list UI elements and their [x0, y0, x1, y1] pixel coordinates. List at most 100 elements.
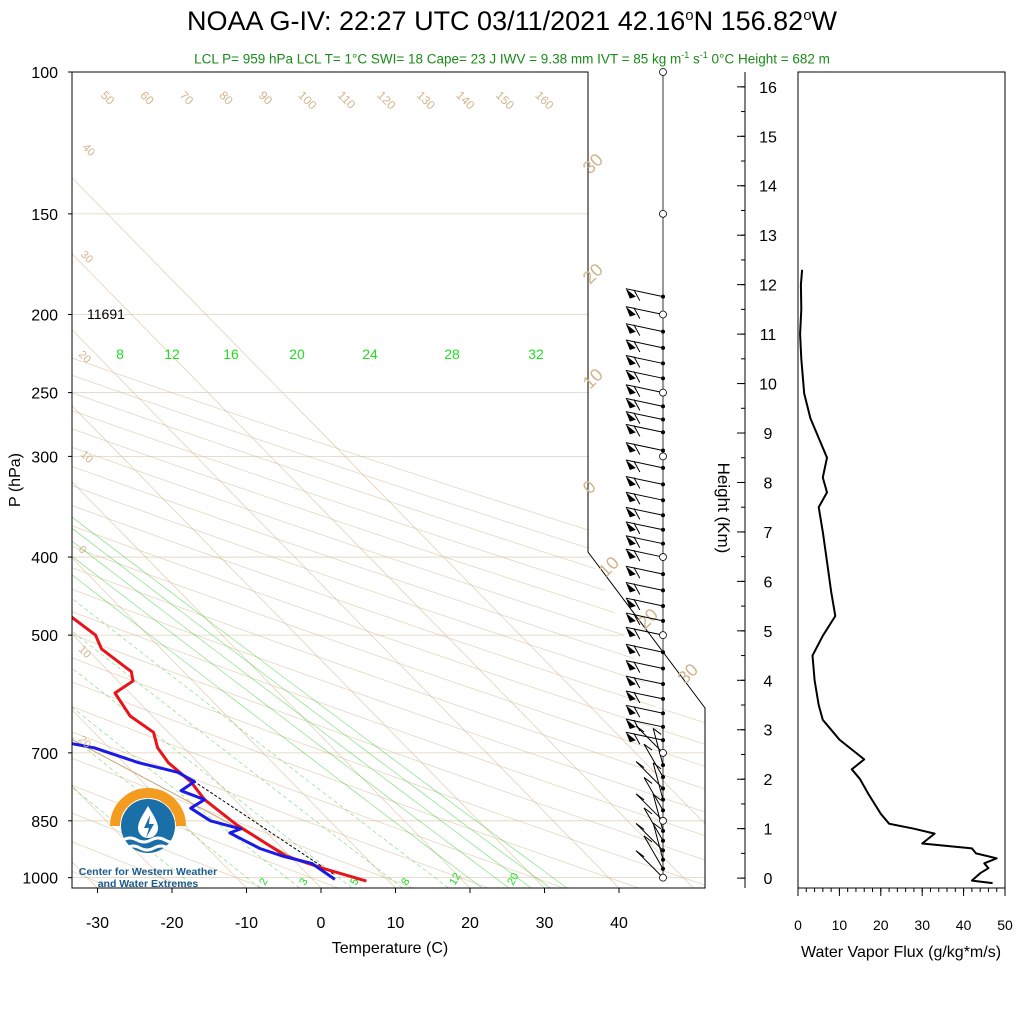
isotherm-label-left: 20	[76, 349, 93, 366]
dry-adiabat-label: 120	[374, 88, 398, 112]
flux-trace	[799, 269, 998, 885]
y-axis-label: P (hPa)	[7, 453, 24, 507]
height-axis-label: Height (Km)	[714, 463, 733, 554]
dry-adiabat-line	[72, 812, 264, 888]
barb-feather	[633, 425, 641, 437]
y-tick-label: 400	[31, 550, 58, 567]
flux-x-tick-label: 10	[832, 917, 848, 933]
mixing-ratio-label: 5	[348, 876, 361, 887]
barb-feather	[635, 761, 645, 769]
barb-level-circle	[659, 388, 667, 397]
barb-level-circle	[659, 310, 667, 319]
barb-pennant	[625, 627, 636, 638]
barb-feather	[633, 399, 641, 411]
barb-pennant	[625, 719, 636, 730]
dewpoint-trace	[72, 742, 336, 881]
barb-shaft	[625, 548, 664, 558]
flux-panel: 0 10 20 30 40 50 Water Vapor Flux (g/kg*m/s) 0 1…	[714, 71, 1013, 961]
barb-level-circle	[659, 68, 667, 76]
flux-x-tick-label: 0	[794, 917, 802, 933]
height-tick-label: 7	[764, 525, 773, 542]
barb-pennant	[625, 398, 636, 409]
barb-feather	[635, 850, 645, 858]
mixing-ratio-line	[72, 516, 568, 888]
dry-adiabat-label: 160	[532, 88, 556, 112]
barb-feather	[633, 460, 641, 473]
mixing-ratio-line	[72, 540, 532, 888]
dry-adiabat-line	[72, 757, 414, 888]
isotherm-line	[72, 329, 620, 888]
dry-adiabat-line	[72, 525, 705, 745]
barb-feather	[633, 598, 641, 611]
mixing-ratio-label: 8	[116, 346, 124, 362]
flux-frame	[797, 71, 1006, 889]
barb-feather	[633, 324, 641, 336]
barb-feather	[633, 661, 641, 673]
y-tick-label: 150	[31, 207, 58, 224]
barb-feather	[643, 777, 653, 784]
barb-level-circle	[659, 553, 667, 561]
height-tick-label: 0	[764, 871, 773, 888]
barb-shaft	[635, 793, 664, 822]
dry-adiabat-line	[72, 706, 564, 888]
y-tick-label: 100	[31, 65, 58, 82]
barb-feather	[652, 762, 662, 770]
barb-pennant	[625, 355, 636, 366]
temperature-trace	[72, 615, 367, 883]
barb-shaft	[625, 660, 664, 669]
barb-feather	[633, 356, 641, 368]
barb-feather	[633, 477, 641, 489]
barb-pennant	[625, 566, 636, 577]
barb-shaft	[625, 491, 664, 501]
barb-pennant	[625, 732, 636, 743]
mixing-ratio-label: 24	[362, 346, 378, 362]
lcl-dashed-line	[194, 781, 334, 875]
wind-barbs	[625, 68, 667, 882]
barb-feather	[633, 508, 641, 520]
barb-level-circle	[659, 452, 667, 461]
barb-shaft	[625, 597, 664, 607]
barb-shaft	[643, 835, 664, 870]
mixing-ratio-line	[72, 706, 300, 888]
isotherm-label-left: 10	[76, 644, 93, 661]
sounding-stats: LCL P= 959 hPa LCL T= 1°C SWI= 18 Cape= …	[194, 50, 830, 67]
mixing-ratio-label: 20	[289, 346, 305, 362]
barb-pennant	[625, 691, 636, 702]
barb-feather	[643, 743, 653, 751]
mixing-ratio-line	[72, 598, 449, 888]
barb-shaft	[652, 794, 664, 832]
barb-feather	[652, 728, 662, 735]
x-tick-label: 10	[387, 915, 405, 932]
isotherm-line	[72, 405, 545, 888]
barb-feather	[633, 443, 641, 455]
height-tick-label: 15	[759, 129, 777, 146]
dry-adiabat-label: 140	[453, 88, 477, 112]
barb-shaft	[625, 355, 664, 364]
isotherm-label-left: 40	[80, 142, 97, 159]
dry-adiabat-line	[72, 731, 489, 888]
barb-shaft	[625, 423, 664, 433]
isotherm-line	[72, 177, 705, 825]
barb-feather	[633, 536, 641, 549]
barb-shaft	[625, 306, 664, 316]
barb-feather	[633, 691, 641, 704]
barb-level-circle	[659, 631, 667, 640]
height-tick-label: 13	[759, 228, 777, 245]
dry-adiabat-label: 90	[256, 88, 276, 108]
barb-feather	[643, 835, 653, 843]
barb-pennant	[625, 676, 636, 687]
isotherm-line	[72, 709, 247, 888]
dry-adiabat-line	[72, 567, 705, 790]
y-tick-label: 200	[31, 308, 58, 325]
barb-shaft	[625, 612, 664, 622]
height-tick-label: 10	[759, 377, 777, 394]
barb-pennant	[625, 612, 636, 623]
dry-adiabat-label: 150	[493, 88, 517, 112]
barb-level-circle	[659, 816, 667, 825]
dry-adiabat-line	[72, 657, 705, 886]
barb-pennant	[625, 370, 636, 381]
barb-shaft	[625, 411, 664, 421]
barb-feather	[635, 823, 645, 830]
height-tick-label: 3	[764, 723, 773, 740]
barb-feather	[635, 793, 645, 801]
